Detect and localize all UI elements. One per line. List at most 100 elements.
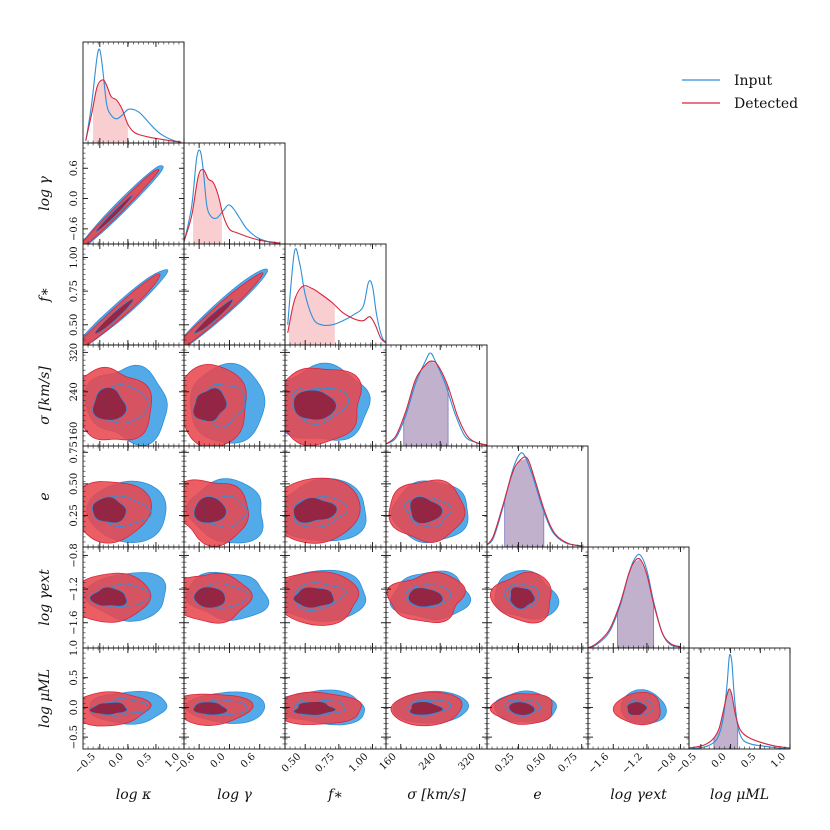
panel-fstar-fstar [284, 243, 387, 346]
y-tick-label: −1.6 [69, 611, 80, 635]
y-tick-label: 240 [69, 382, 80, 401]
contour-detected-68 [292, 586, 335, 609]
y-tick-label: −0.5 [69, 725, 80, 749]
contour-detected-68 [509, 586, 536, 610]
panel-e-sigma [385, 445, 488, 548]
contour-detected-68 [293, 389, 337, 421]
contour-detected-68 [94, 298, 134, 335]
contour-detected-68 [508, 701, 536, 716]
x-tick-label: 1.00 [347, 751, 371, 775]
panel-e-fstar [284, 445, 387, 548]
contour-detected-68 [192, 387, 228, 422]
y-tick-label: 1.00 [69, 246, 80, 268]
contour-detected-68 [193, 299, 234, 334]
x-tick-label: 0.0 [209, 751, 228, 770]
marginal-line-detected [588, 557, 681, 648]
y-tick-label: 0.75 [69, 441, 80, 463]
credible-interval-band [93, 80, 128, 143]
legend-label-input: Input [734, 73, 773, 89]
contour-detected-68 [293, 701, 337, 716]
panel-mu-sigma [385, 647, 488, 750]
x-tick-label: 240 [417, 751, 438, 772]
y-axis-label-fstar: f∗ [37, 287, 53, 303]
panel-logg-logg [183, 142, 286, 245]
x-axis-label-mu: log μML [710, 787, 769, 803]
contour-detected-68 [92, 387, 127, 421]
y-tick-label: 0.50 [69, 314, 80, 336]
y-tick-label: 0.0 [69, 191, 80, 207]
x-tick-label: 0.0 [710, 751, 729, 770]
x-tick-label: 0.0 [107, 751, 126, 770]
y-tick-label: 0.6 [69, 160, 80, 176]
x-tick-label: 0.25 [493, 751, 517, 775]
marginal-line-detected [287, 285, 386, 344]
marginal-line-input [689, 653, 790, 749]
credible-interval-band [504, 458, 544, 547]
panel-gext-fstar [284, 546, 387, 649]
contour-input-68 [292, 698, 346, 717]
credible-interval-band [714, 689, 738, 749]
credible-interval-band [617, 559, 654, 648]
panel-gext-sigma [385, 546, 488, 649]
x-axis-label-gext: log γext [610, 787, 667, 803]
panel-gext-logk [82, 546, 185, 649]
y-tick-label: −0.6 [69, 217, 80, 241]
panel-sigma-logg [183, 344, 286, 447]
x-tick-label: 160 [378, 751, 399, 772]
x-tick-label: 0.6 [239, 751, 258, 770]
marginal-line-detected [85, 79, 182, 143]
marginal-line-detected [689, 688, 790, 749]
panel-sigma-logk [82, 344, 185, 447]
x-tick-label: −0.5 [674, 751, 699, 776]
y-tick-label: 0.0 [69, 699, 80, 715]
y-axis-label-gext: log γext [37, 569, 53, 626]
y-tick-label: 1.0 [69, 640, 80, 656]
x-tick-label: 0.50 [525, 751, 549, 775]
panel-e-logk [82, 445, 185, 548]
x-tick-label: 0.75 [313, 751, 337, 775]
legend-label-detected: Detected [734, 96, 798, 112]
y-tick-label: 320 [69, 343, 80, 362]
marginal-line-input [85, 48, 182, 143]
panel-mu-logg [183, 647, 286, 750]
panel-mu-mu [688, 647, 791, 750]
y-tick-label: 160 [69, 422, 80, 441]
contour-detected-68 [408, 587, 444, 608]
x-tick-label: 0.75 [556, 751, 580, 775]
marginal-line-detected [184, 168, 280, 244]
x-tick-label: 1.0 [769, 751, 788, 770]
marginal-line-input [287, 248, 386, 343]
x-axis-label-fstar: f∗ [327, 787, 343, 803]
x-tick-label: −1.6 [586, 751, 611, 776]
panel-e-logg [183, 445, 286, 548]
y-tick-label: −0.8 [69, 543, 80, 567]
marginal-line-detected [487, 456, 582, 547]
x-tick-label: 0.5 [739, 751, 758, 770]
panel-gext-e [486, 546, 589, 649]
contour-detected-68 [293, 497, 338, 524]
panel-mu-logk [82, 647, 185, 750]
marginal-line-detected [386, 360, 487, 446]
y-tick-label: 0.5 [69, 670, 80, 686]
y-axis-label-mu: log μML [37, 669, 53, 728]
contour-detected-68 [91, 496, 127, 524]
y-tick-label: 0.50 [69, 473, 80, 495]
panel-mu-e [486, 647, 589, 750]
contour-detected-68 [95, 194, 133, 233]
contour-detected-68 [409, 496, 443, 524]
x-tick-label: −0.5 [73, 751, 98, 776]
panel-gext-gext [587, 546, 690, 649]
x-tick-label: 0.50 [280, 751, 304, 775]
panel-logk-logk [82, 41, 185, 144]
panel-logg-logk [82, 142, 185, 245]
contour-detected-68 [626, 701, 648, 716]
x-axis-label-e: e [533, 787, 541, 803]
x-tick-label: 320 [456, 751, 477, 772]
panel-fstar-logk [82, 243, 185, 346]
y-tick-label: 0.25 [69, 504, 80, 526]
x-axis-label-logk: log κ [116, 787, 152, 803]
panel-e-e [486, 445, 589, 548]
x-tick-label: 0.5 [135, 751, 154, 770]
panel-mu-gext [587, 647, 690, 750]
